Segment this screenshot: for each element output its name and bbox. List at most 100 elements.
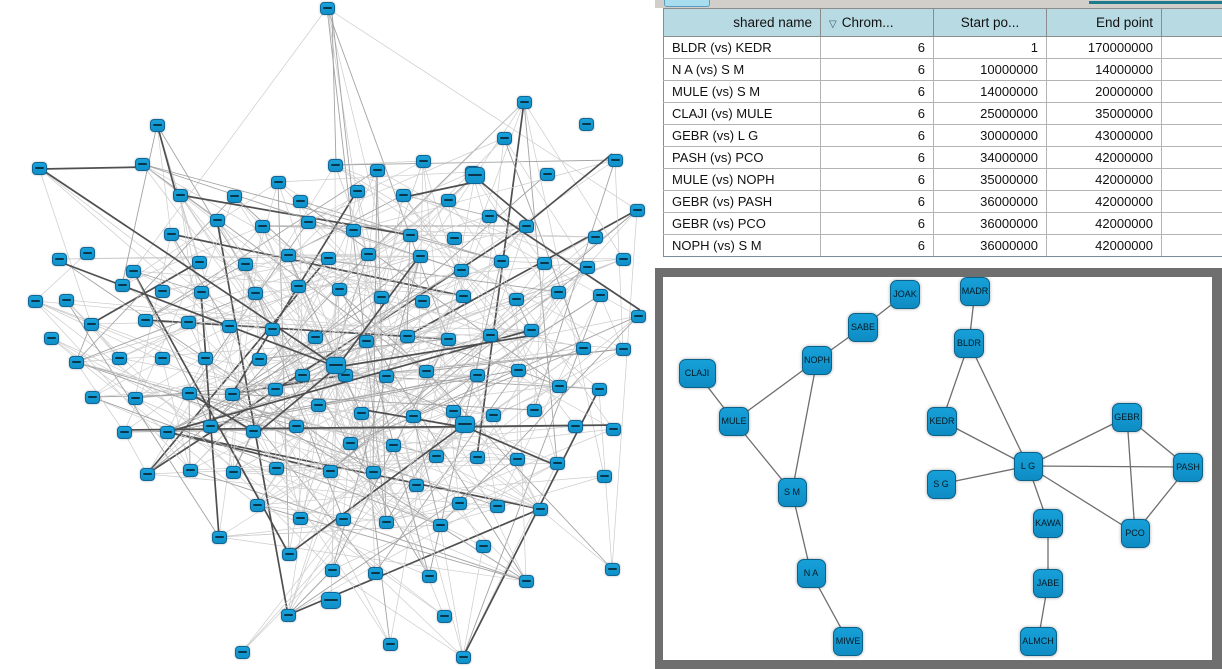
- small-network-node[interactable]: [149, 118, 165, 132]
- small-network-node[interactable]: [579, 260, 595, 274]
- small-network-node[interactable]: [428, 449, 444, 463]
- table-cell[interactable]: 36000000: [933, 212, 1047, 235]
- small-network-node[interactable]: [127, 391, 143, 405]
- table-cell[interactable]: 170000000: [1046, 36, 1162, 59]
- node-almch[interactable]: ALMCH: [1019, 626, 1057, 656]
- small-network-node[interactable]: [202, 419, 218, 433]
- table-cell[interactable]: N A (vs) S M: [663, 58, 821, 81]
- small-network-node[interactable]: [327, 158, 343, 172]
- node-n-a[interactable]: N A: [796, 558, 826, 588]
- small-network-node[interactable]: [180, 315, 196, 329]
- small-network-node[interactable]: [567, 419, 583, 433]
- table-cell[interactable]: 192.0: [1161, 36, 1222, 59]
- small-network-node[interactable]: [137, 313, 153, 327]
- table-row[interactable]: N A (vs) S M610000000140000006.6: [663, 58, 1222, 81]
- node-sabe[interactable]: SABE: [847, 312, 879, 342]
- table-row[interactable]: GEBR (vs) PCO636000000420000008.4: [663, 212, 1222, 235]
- small-network-node[interactable]: [575, 341, 591, 355]
- small-network-node[interactable]: [421, 569, 437, 583]
- table-cell[interactable]: GEBR (vs) PCO: [663, 212, 821, 235]
- table-row[interactable]: NOPH (vs) S M636000000420000009.9: [663, 234, 1222, 257]
- small-network-node[interactable]: [369, 163, 385, 177]
- small-network-node[interactable]: [292, 511, 308, 525]
- column-header-start-po---[interactable]: Start po...: [933, 8, 1047, 37]
- node-jabe[interactable]: JABE: [1032, 568, 1064, 598]
- small-network-node[interactable]: [539, 167, 555, 181]
- table-cell[interactable]: 6: [820, 234, 934, 257]
- small-network-node[interactable]: [509, 452, 525, 466]
- small-network-node[interactable]: [549, 456, 565, 470]
- small-network-node[interactable]: [532, 502, 548, 516]
- small-network-node[interactable]: [615, 342, 631, 356]
- table-cell[interactable]: 14000000: [933, 80, 1047, 103]
- small-network-node[interactable]: [508, 292, 524, 306]
- small-network-node[interactable]: [629, 203, 645, 217]
- small-network-node[interactable]: [378, 369, 394, 383]
- table-cell[interactable]: 10.5: [1161, 168, 1222, 191]
- column-header-end-point[interactable]: End point: [1046, 8, 1162, 37]
- small-network-node[interactable]: [267, 382, 283, 396]
- small-network-node[interactable]: [324, 563, 340, 577]
- small-network-node[interactable]: [116, 425, 132, 439]
- table-cell[interactable]: 6: [820, 102, 934, 125]
- small-network-node[interactable]: [163, 227, 179, 241]
- small-network-node[interactable]: [191, 255, 207, 269]
- small-network-node[interactable]: [440, 193, 456, 207]
- table-cell[interactable]: 20000000: [1046, 80, 1162, 103]
- table-row[interactable]: CLAJI (vs) MULE625000000350000005.9: [663, 102, 1222, 125]
- table-cell[interactable]: 6: [820, 190, 934, 213]
- table-cell[interactable]: 8.4: [1161, 212, 1222, 235]
- small-network-node[interactable]: [300, 215, 316, 229]
- table-cell[interactable]: 16.9: [1161, 124, 1222, 147]
- table-row[interactable]: MULE (vs) S M614000000200000007.5: [663, 80, 1222, 103]
- table-row[interactable]: MULE (vs) NOPH6350000004200000010.5: [663, 168, 1222, 191]
- small-network-node[interactable]: [247, 286, 263, 300]
- table-cell[interactable]: 6: [820, 36, 934, 59]
- small-network-node[interactable]: [268, 461, 284, 475]
- small-network-node[interactable]: [322, 464, 338, 478]
- table-cell[interactable]: 43000000: [1046, 124, 1162, 147]
- small-network-node[interactable]: [378, 515, 394, 529]
- small-network-node[interactable]: [382, 637, 398, 651]
- small-network-node[interactable]: [596, 469, 612, 483]
- small-network-node[interactable]: [469, 450, 485, 464]
- small-network-node[interactable]: [399, 329, 415, 343]
- column-header-chrom---[interactable]: ▽ Chrom...: [820, 8, 934, 37]
- sub-network-canvas[interactable]: JOAK MADR SABE BLDR NOPH CLAJI GEBR KEDR MULE L G…: [663, 277, 1212, 660]
- small-network-node[interactable]: [414, 294, 430, 308]
- table-cell[interactable]: 9.9: [1161, 234, 1222, 257]
- table-cell[interactable]: 30000000: [933, 124, 1047, 147]
- table-cell[interactable]: 8.9: [1161, 190, 1222, 213]
- node-s-m[interactable]: S M: [777, 477, 807, 507]
- small-network-node[interactable]: [489, 499, 505, 513]
- node-gebr[interactable]: GEBR: [1111, 402, 1143, 432]
- small-network-node[interactable]: [111, 351, 127, 365]
- small-network-node[interactable]: [345, 223, 361, 237]
- small-network-node[interactable]: [319, 1, 335, 15]
- table-cell[interactable]: 5.9: [1161, 102, 1222, 125]
- small-network-node[interactable]: [440, 332, 456, 346]
- small-network-node[interactable]: [181, 386, 197, 400]
- table-cell[interactable]: 34000000: [933, 146, 1047, 169]
- panel-tab-stub[interactable]: [664, 0, 710, 7]
- small-network-node[interactable]: [485, 408, 501, 422]
- small-network-node[interactable]: [249, 498, 265, 512]
- table-cell[interactable]: NOPH (vs) S M: [663, 234, 821, 257]
- small-network-node[interactable]: [604, 562, 620, 576]
- node-kawa[interactable]: KAWA: [1032, 508, 1064, 538]
- small-network-node[interactable]: [523, 323, 539, 337]
- small-network-node[interactable]: [412, 249, 428, 263]
- small-network-node[interactable]: [405, 409, 421, 423]
- small-network-node[interactable]: [331, 282, 347, 296]
- small-network-node[interactable]: [307, 330, 323, 344]
- small-network-node[interactable]: [320, 251, 336, 265]
- small-network-node[interactable]: [58, 293, 74, 307]
- small-network-node[interactable]: [68, 355, 84, 369]
- table-cell[interactable]: 7.5: [1161, 80, 1222, 103]
- small-network-node[interactable]: [358, 334, 374, 348]
- small-network-node[interactable]: [402, 228, 418, 242]
- small-network-node[interactable]: [536, 256, 552, 270]
- table-cell[interactable]: 11.4: [1161, 146, 1222, 169]
- table-cell[interactable]: 35000000: [933, 168, 1047, 191]
- small-network-node[interactable]: [342, 436, 358, 450]
